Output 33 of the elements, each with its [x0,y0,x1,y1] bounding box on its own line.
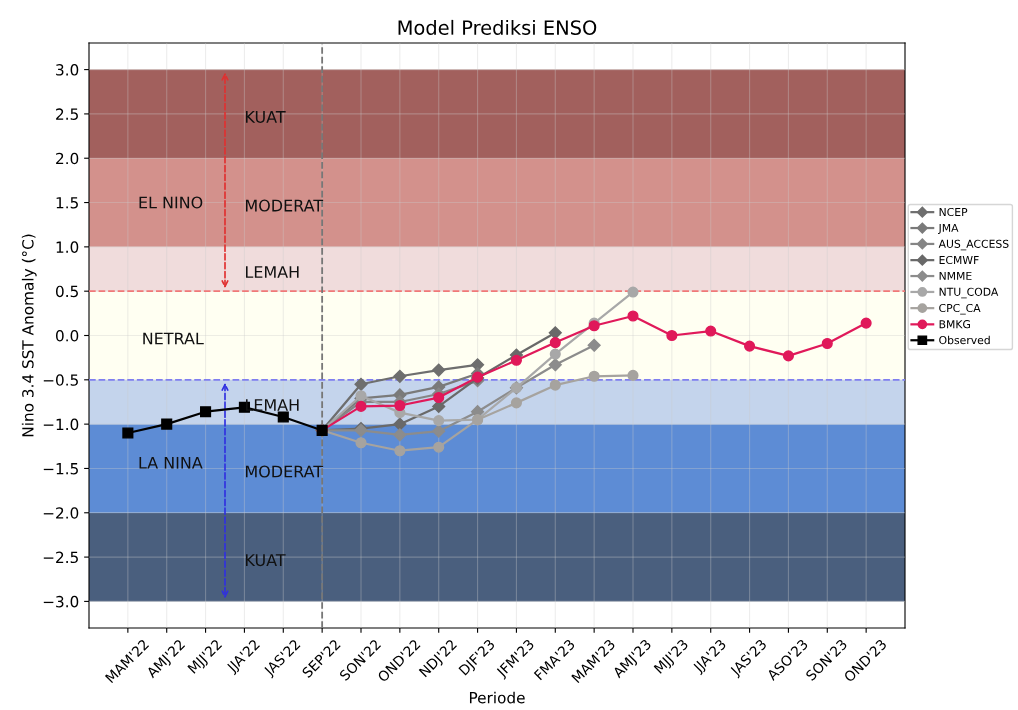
y-tick-label: −1.0 [43,418,79,431]
y-tick-label: −0.5 [43,374,78,386]
x-axis-title: Periode [469,691,525,704]
band-label: KUAT [246,554,286,567]
chart-title: Model Prediksi ENSO [398,19,597,35]
legend-label: CPC_CA [939,303,981,315]
annotation: LA NINA [139,456,203,469]
y-axis-title: Nino 3.4 SST Anomaly (°C) [21,234,37,437]
annotation: EL NINO [139,196,203,209]
y-tick-label: 2.5 [56,108,78,120]
y-tick-label: −2.5 [43,551,78,564]
y-tick-label: 3.0 [56,64,79,76]
y-tick-label: −1.5 [43,463,78,475]
legend-label: NMME [939,271,972,280]
legend-label: NCEP [939,207,968,217]
legend-label: ECMWF [939,255,979,265]
y-tick-label: −2.0 [43,507,79,519]
y-tick-label: 2.0 [56,152,79,165]
y-tick-label: 1.0 [56,241,79,253]
y-tick-label: 0.5 [55,285,78,298]
y-tick-label: 1.5 [56,197,78,209]
band-label: MODERAT [246,199,324,212]
legend-label: BMKG [939,320,970,329]
band-label: NETRAL [143,332,204,345]
legend-label: Observed [939,335,990,345]
legend-label: AUS_ACCESS [938,239,1009,251]
band-label: LEMAH [246,266,299,278]
band-label: MODERAT [246,465,324,478]
legend-label: NTU_CODA [939,287,999,299]
legend-label: JMA [938,223,959,234]
y-tick-label: 0.0 [55,329,79,342]
y-tick-label: −3.0 [43,595,79,608]
band-label: KUAT [246,111,286,123]
